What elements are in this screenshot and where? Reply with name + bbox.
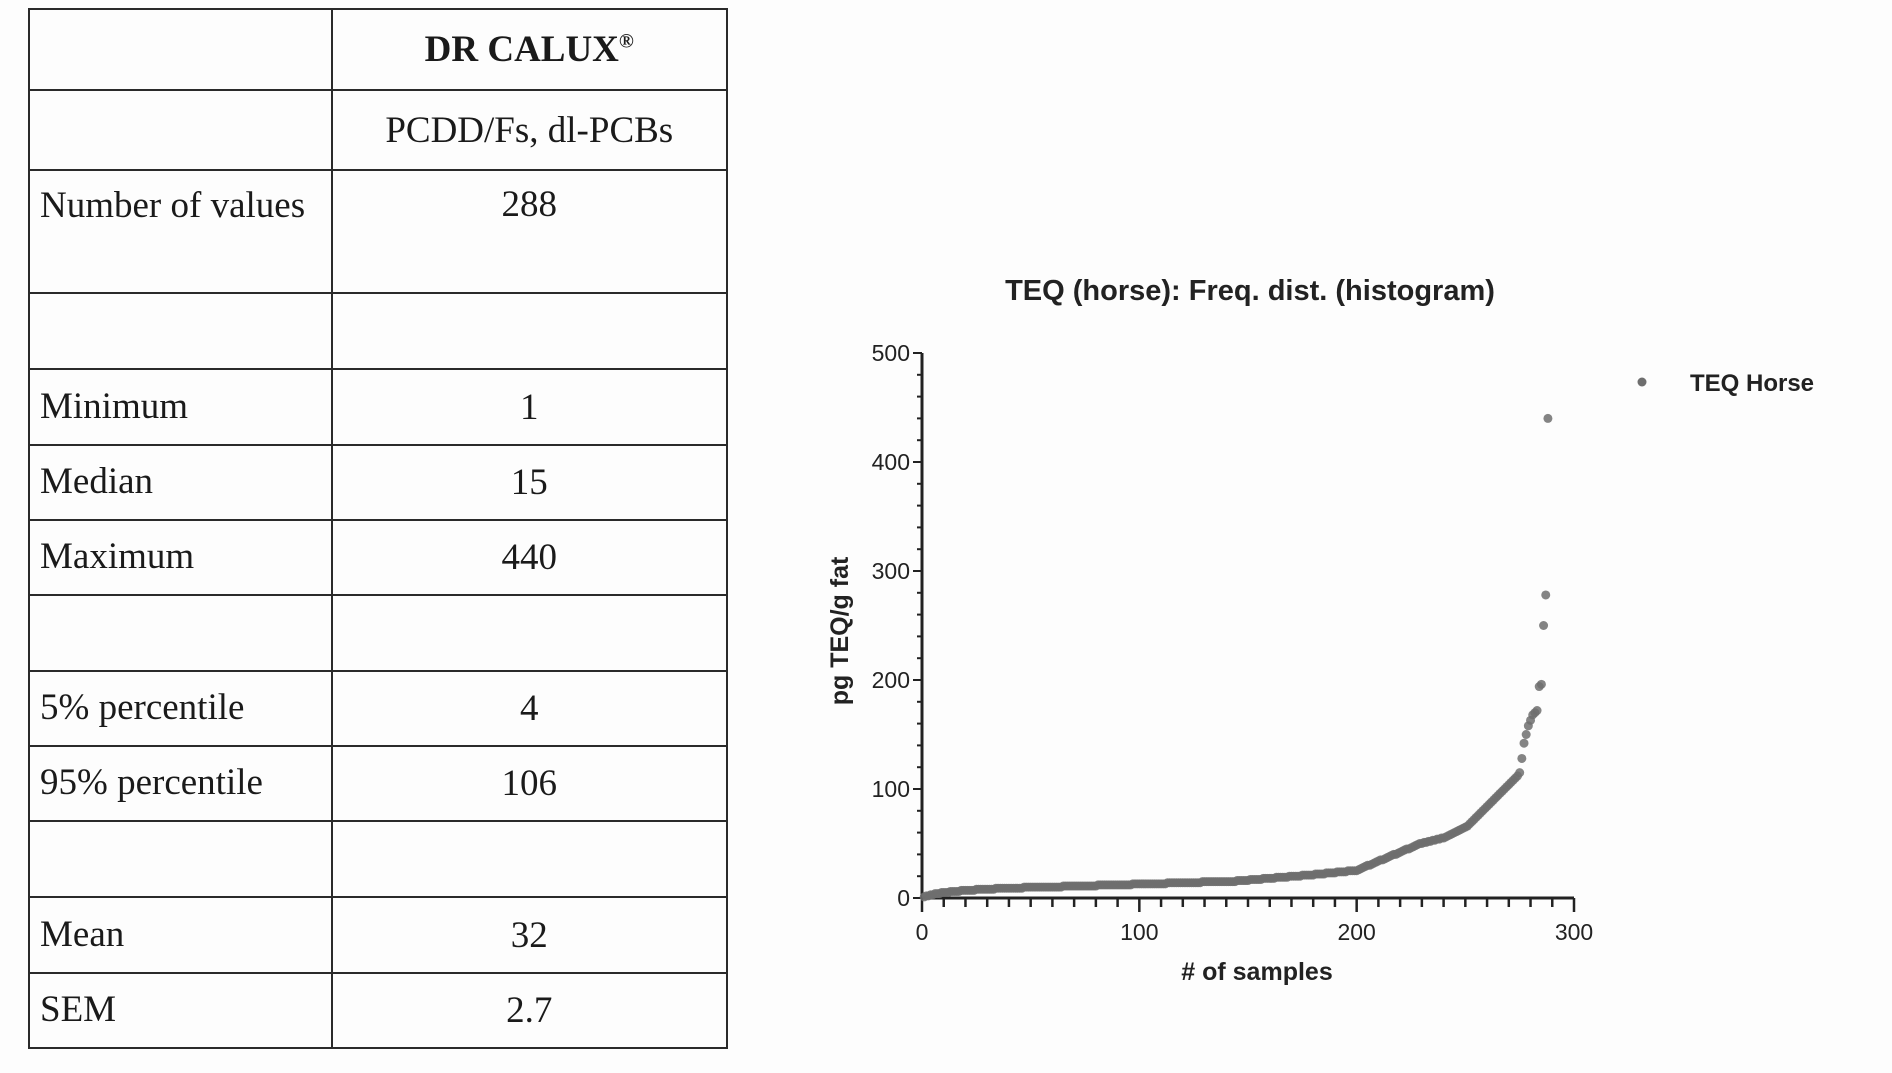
data-point bbox=[1532, 706, 1542, 716]
table-row: 95% percentile 106 bbox=[28, 745, 729, 822]
legend-marker bbox=[1637, 377, 1647, 387]
data-point bbox=[1517, 753, 1527, 763]
table-row: SEM 2.7 bbox=[28, 972, 729, 1049]
row-label: 5% percentile bbox=[28, 670, 333, 747]
column-title: DR CALUX® bbox=[330, 8, 729, 91]
row-value: 2.7 bbox=[330, 972, 729, 1049]
y-tick-label: 500 bbox=[872, 340, 910, 366]
x-tick-label: 0 bbox=[916, 919, 929, 945]
x-tick-label: 200 bbox=[1337, 919, 1375, 945]
legend-label: TEQ Horse bbox=[1690, 370, 1814, 397]
data-point bbox=[1515, 768, 1525, 778]
data-points bbox=[919, 413, 1553, 902]
y-tick-label: 200 bbox=[872, 667, 910, 693]
data-point bbox=[1521, 730, 1531, 739]
row-value bbox=[330, 820, 729, 898]
y-tick-label: 100 bbox=[872, 776, 910, 802]
row-label bbox=[28, 820, 333, 898]
table-row: Maximum 440 bbox=[28, 519, 729, 596]
table-row: Number of values 288 bbox=[28, 169, 729, 294]
row-value: 4 bbox=[330, 670, 729, 747]
x-tick-label: 100 bbox=[1120, 919, 1158, 945]
row-label bbox=[28, 594, 333, 672]
row-value bbox=[330, 292, 729, 370]
axes: 0 100 200 300 400 500 0 100 200 300 bbox=[872, 340, 1594, 945]
row-label: Median bbox=[28, 444, 333, 521]
chart-title: TEQ (horse): Freq. dist. (histogram) bbox=[1005, 275, 1495, 307]
row-value: 440 bbox=[330, 519, 729, 596]
statistics-table: DR CALUX® PCDD/Fs, dl-PCBs Number of val… bbox=[28, 8, 729, 1049]
x-tick-label: 300 bbox=[1555, 919, 1593, 945]
row-label: Maximum bbox=[28, 519, 333, 596]
legend: TEQ Horse bbox=[1637, 370, 1814, 397]
y-tick-label: 0 bbox=[897, 885, 910, 911]
row-label: Mean bbox=[28, 896, 333, 974]
y-axis-label: pg TEQ/g fat bbox=[826, 556, 854, 705]
table-row: Minimum 1 bbox=[28, 368, 729, 446]
row-value: 288 bbox=[330, 169, 729, 294]
y-tick-label: 300 bbox=[872, 558, 910, 584]
data-point bbox=[1539, 621, 1549, 630]
row-value: 15 bbox=[330, 444, 729, 521]
data-point bbox=[1543, 413, 1553, 423]
table-row bbox=[28, 594, 729, 672]
empty-cell bbox=[28, 8, 333, 91]
registered-mark: ® bbox=[618, 30, 634, 53]
table-row bbox=[28, 292, 729, 370]
table-row: Median 15 bbox=[28, 444, 729, 521]
column-title-text: DR CALUX bbox=[424, 29, 619, 70]
table-row: Mean 32 bbox=[28, 896, 729, 974]
table-row: 5% percentile 4 bbox=[28, 670, 729, 747]
table-subheader-row: PCDD/Fs, dl-PCBs bbox=[28, 89, 729, 171]
data-point bbox=[1541, 590, 1551, 600]
table-row bbox=[28, 820, 729, 898]
row-value: 32 bbox=[330, 896, 729, 974]
row-label: 95% percentile bbox=[28, 745, 333, 822]
data-point bbox=[1536, 679, 1546, 689]
column-subtitle: PCDD/Fs, dl-PCBs bbox=[330, 89, 729, 171]
x-axis-label: # of samples bbox=[1181, 958, 1332, 986]
y-tick-label: 400 bbox=[872, 449, 910, 475]
data-point bbox=[1519, 738, 1529, 748]
row-label: SEM bbox=[28, 972, 333, 1049]
row-label: Minimum bbox=[28, 368, 333, 446]
row-value: 1 bbox=[330, 368, 729, 446]
row-value bbox=[330, 594, 729, 672]
row-value: 106 bbox=[330, 745, 729, 822]
row-label bbox=[28, 292, 333, 370]
table-header-row: DR CALUX® bbox=[28, 8, 729, 91]
row-label: Number of values bbox=[28, 169, 333, 294]
empty-cell bbox=[28, 89, 333, 171]
